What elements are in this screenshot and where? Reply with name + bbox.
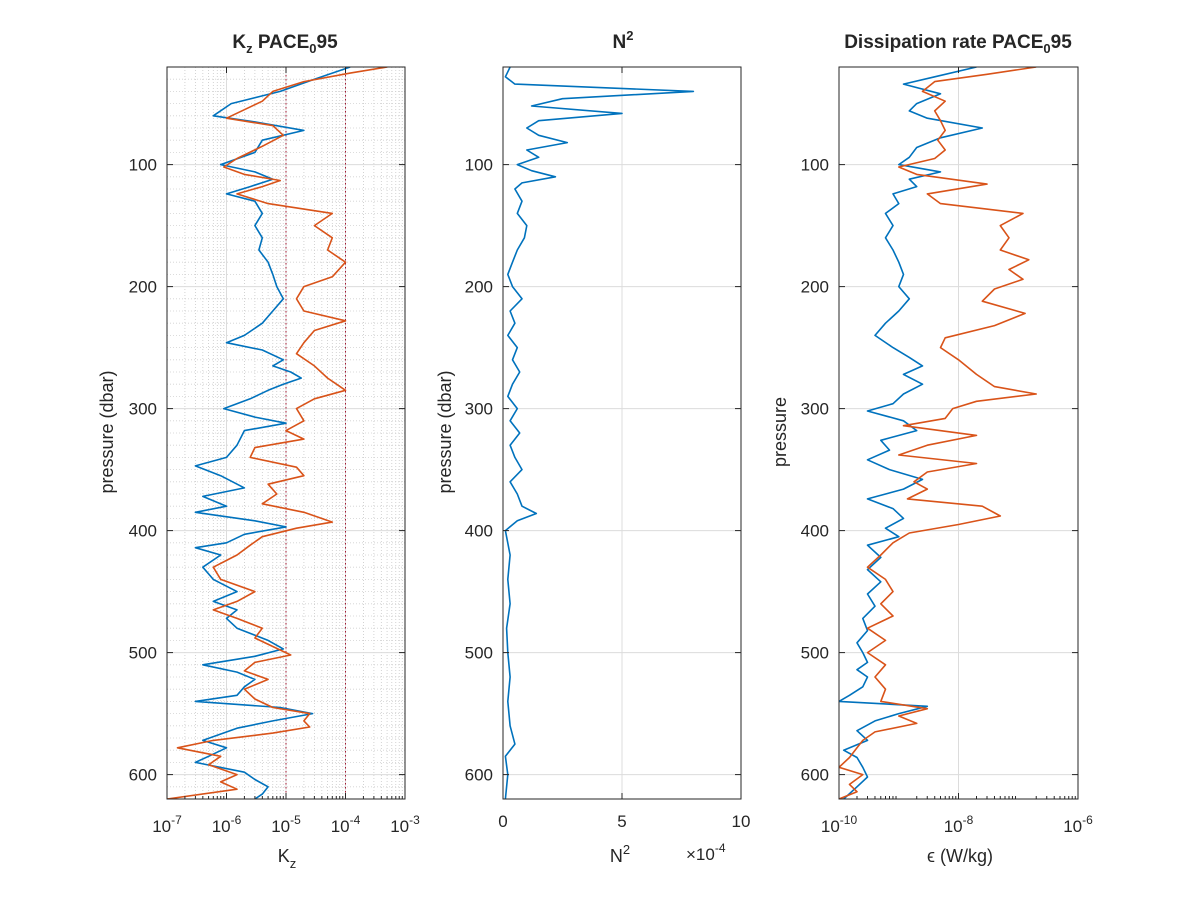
kz-x-tick-label: 10-6 (212, 813, 242, 836)
kz-y-tick-label: 100 (129, 156, 157, 175)
kz-y-axis-label: pressure (dbar) (97, 370, 117, 493)
dissipation-y-tick-label: 400 (801, 522, 829, 541)
kz-series-line-blue (194, 67, 351, 799)
dissipation-y-tick-label: 200 (801, 278, 829, 297)
n2-y-tick-label: 100 (465, 156, 493, 175)
n2-y-axis-label: pressure (dbar) (435, 370, 455, 493)
kz-panel: Kz PACE095 Kz pressure (dbar) 10-7 10-6 10… (97, 32, 420, 871)
n2-plot-area: 0 5 10 100 200 300 400 500 600 (465, 66, 751, 831)
n2-panel: N2 N2 ×10-4 pressure (dbar) 0 5 10 100 200 30… (435, 28, 750, 866)
dissipation-y-tick-label: 600 (801, 766, 829, 785)
kz-y-tick-label: 500 (129, 644, 157, 663)
kz-x-tick-label: 10-5 (271, 813, 301, 836)
kz-panel-title: Kz PACE095 (232, 32, 338, 56)
kz-series-line-orange (167, 67, 388, 799)
kz-x-tick-label: 10-4 (331, 813, 361, 836)
n2-x-tick-label: 0 (498, 812, 507, 831)
n2-y-tick-label: 600 (465, 766, 493, 785)
dissipation-x-axis-label: ϵ (W/kg) (927, 846, 993, 866)
n2-y-tick-label: 400 (465, 522, 493, 541)
kz-y-tick-label: 300 (129, 400, 157, 419)
dissipation-panel: Dissipation rate PACE095 ϵ (W/kg) pressu… (770, 32, 1093, 866)
n2-x-axis-label: N2 (610, 842, 630, 866)
n2-x-tick-label: 5 (617, 812, 626, 831)
dissipation-y-axis-label: pressure (770, 397, 790, 467)
dissipation-x-tick-label: 10-6 (1063, 813, 1093, 836)
n2-y-tick-label: 300 (465, 400, 493, 419)
kz-y-tick-label: 400 (129, 522, 157, 541)
dissipation-y-tick-label: 300 (801, 400, 829, 419)
kz-plot-area: 10-7 10-6 10-5 10-4 10-3 100 200 300 400 500 600 (129, 66, 420, 836)
dissipation-y-tick-label: 500 (801, 644, 829, 663)
n2-x-axis-multiplier: ×10-4 (686, 841, 726, 864)
kz-x-axis-label: Kz (278, 846, 297, 871)
dissipation-panel-title: Dissipation rate PACE095 (844, 32, 1072, 56)
n2-y-tick-label: 500 (465, 644, 493, 663)
n2-y-tick-label: 200 (465, 278, 493, 297)
n2-panel-title: N2 (613, 28, 634, 53)
kz-x-tick-label: 10-3 (390, 813, 420, 836)
kz-y-tick-label: 200 (129, 278, 157, 297)
kz-y-tick-label: 600 (129, 766, 157, 785)
dissipation-y-tick-label: 100 (801, 156, 829, 175)
dissipation-x-tick-label: 10-10 (821, 813, 858, 836)
n2-series-line-blue (504, 67, 695, 799)
kz-x-tick-label: 10-7 (152, 813, 182, 836)
dissipation-plot-area: 10-10 10-8 10-6 100 200 300 400 500 600 (801, 66, 1093, 836)
dissipation-x-tick-label: 10-8 (944, 813, 974, 836)
dissipation-series-line-orange (839, 67, 1037, 799)
n2-x-tick-label: 10 (732, 812, 751, 831)
